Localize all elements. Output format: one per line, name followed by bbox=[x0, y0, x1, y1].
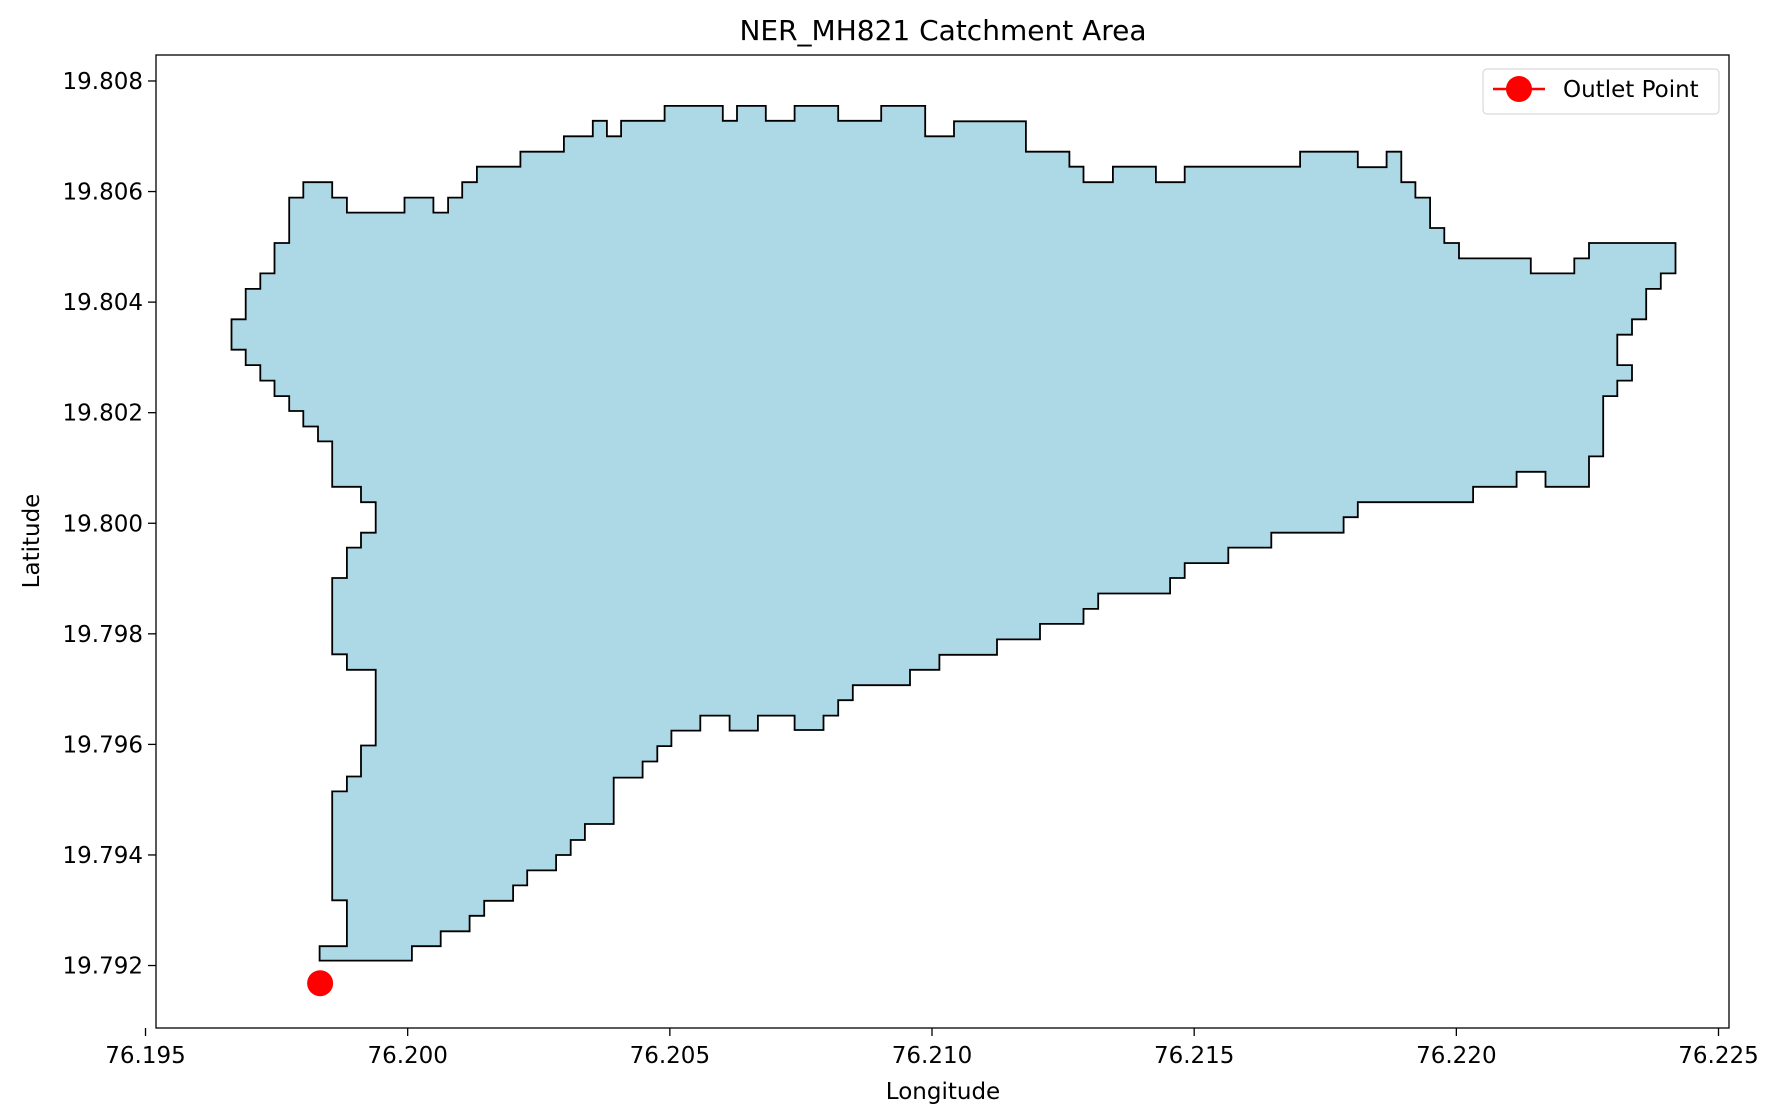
legend: Outlet Point bbox=[1482, 68, 1720, 115]
y-axis-label: Latitude bbox=[19, 494, 45, 589]
outlet-point-marker bbox=[307, 970, 334, 997]
axes-frame bbox=[155, 54, 1730, 1029]
y-axis-ticks: 19.792 19.794 19.796 19.798 19.800 19.802 19.8… bbox=[63, 69, 156, 980]
y-tick-label: 19.796 bbox=[63, 732, 143, 758]
x-tick-label: 76.220 bbox=[1416, 1043, 1496, 1069]
x-tick-label: 76.195 bbox=[105, 1043, 185, 1069]
legend-marker-swatch bbox=[1506, 76, 1532, 102]
y-tick-label: 19.802 bbox=[63, 401, 143, 427]
catchment-polygon bbox=[230, 105, 1677, 962]
y-tick-label: 19.792 bbox=[63, 954, 143, 980]
y-tick-label: 19.798 bbox=[63, 622, 143, 648]
x-axis-label: Longitude bbox=[886, 1079, 1000, 1105]
series-layer bbox=[307, 970, 334, 997]
y-tick-label: 19.808 bbox=[63, 69, 143, 95]
y-tick-label: 19.800 bbox=[63, 511, 143, 537]
chart-title: NER_MH821 Catchment Area bbox=[739, 14, 1146, 47]
x-tick-label: 76.210 bbox=[892, 1043, 972, 1069]
y-tick-label: 19.804 bbox=[63, 290, 143, 316]
x-tick-label: 76.205 bbox=[630, 1043, 710, 1069]
y-tick-label: 19.794 bbox=[63, 843, 143, 869]
legend-box bbox=[1482, 68, 1720, 115]
y-tick-label: 19.806 bbox=[63, 180, 143, 206]
plot-area bbox=[230, 105, 1677, 997]
x-tick-label: 76.225 bbox=[1678, 1043, 1758, 1069]
x-axis-ticks: 76.195 76.200 76.205 76.210 76.215 76.220 76.2… bbox=[105, 1028, 1759, 1069]
x-tick-label: 76.215 bbox=[1154, 1043, 1234, 1069]
legend-entry-outlet-point: Outlet Point bbox=[1563, 77, 1699, 103]
x-tick-label: 76.200 bbox=[367, 1043, 447, 1069]
